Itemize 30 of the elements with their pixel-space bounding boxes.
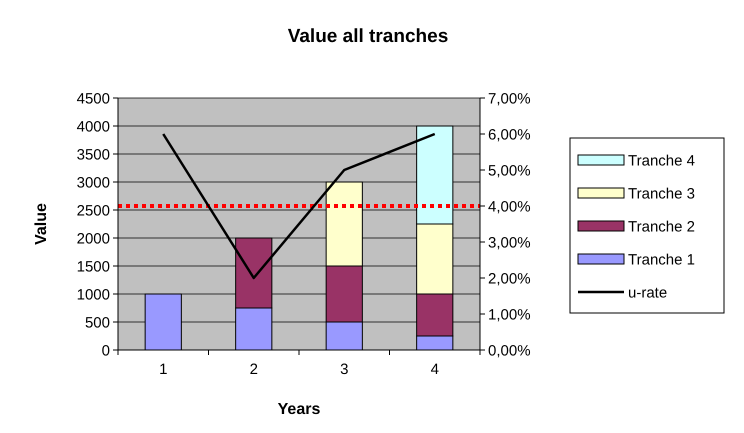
y2-tick-label: 6,00% <box>488 126 531 144</box>
y2-tick-label: 0,00% <box>488 342 531 360</box>
x-tick-label: 2 <box>250 361 258 378</box>
y-tick-label: 3000 <box>76 174 110 192</box>
x-tick-label: 1 <box>159 361 168 378</box>
y2-tick-label: 5,00% <box>488 162 531 180</box>
chart-title: Value all tranches <box>288 26 448 47</box>
y2-tick-label: 7,00% <box>488 90 531 108</box>
legend-label: Tranche 4 <box>628 152 695 170</box>
x-tick-label: 3 <box>340 361 348 378</box>
y2-tick-label: 1,00% <box>488 306 531 324</box>
y-tick-label: 3500 <box>76 146 110 164</box>
y-tick-label: 1500 <box>76 258 110 276</box>
y-tick-label: 2500 <box>76 202 110 220</box>
legend-label: u-rate <box>628 284 668 302</box>
x-tick-label: 4 <box>430 361 439 378</box>
legend-label: Tranche 2 <box>628 218 695 236</box>
y-tick-label: 500 <box>84 314 110 332</box>
y-tick-label: 0 <box>102 342 110 360</box>
legend-label: Tranche 3 <box>628 185 695 202</box>
x-axis-title: Years <box>278 401 320 418</box>
y-axis-title: Value <box>33 203 50 245</box>
legend-label: Tranche 1 <box>628 251 695 268</box>
y-tick-label: 4000 <box>76 118 110 136</box>
y2-tick-label: 3,00% <box>488 234 531 252</box>
y-tick-label: 4500 <box>76 90 110 108</box>
y2-tick-label: 2,00% <box>488 270 531 288</box>
y-tick-label: 1000 <box>76 286 110 304</box>
y2-tick-label: 4,00% <box>488 198 531 216</box>
y-tick-label: 2000 <box>76 230 110 248</box>
